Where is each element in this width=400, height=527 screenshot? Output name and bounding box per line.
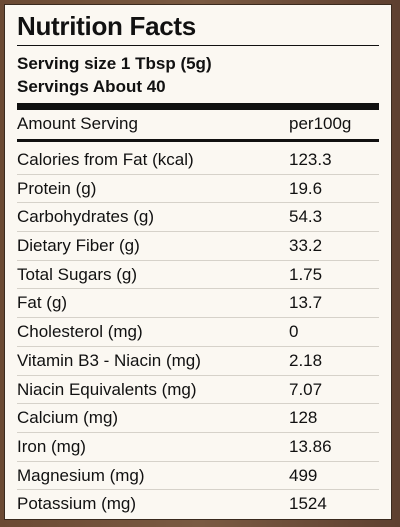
nutrient-name: Iron (mg)	[17, 436, 86, 456]
nutrient-row: Dietary Fiber (g) 33.2	[17, 232, 379, 261]
nutrient-list: Calories from Fat (kcal) 123.3 Protein (g…	[17, 146, 379, 518]
nutrient-value: 1524	[289, 494, 327, 514]
nutrient-name: Carbohydrates (g)	[17, 207, 155, 227]
nutrient-value: 13.7	[289, 293, 323, 313]
nutrient-row: Magnesium (mg) 499	[17, 462, 379, 491]
table-header: Amount Serving per100g	[17, 112, 379, 138]
nutrient-value: 7.07	[289, 379, 323, 399]
nutrient-value: 2.18	[289, 350, 323, 370]
nutrient-row: Calcium (mg) 128	[17, 404, 379, 433]
nutrient-name: Calories from Fat (kcal)	[17, 150, 194, 169]
nutrient-name: Total Sugars (g)	[17, 264, 137, 284]
nutrient-value: 33.2	[289, 236, 323, 256]
nutrient-row: Carbohydrates (g) 54.3	[17, 203, 379, 233]
nutrient-row: Potassium (mg) 1524	[17, 490, 379, 518]
serving-size: Serving size 1 Tbsp (5g)	[17, 54, 212, 73]
nutrient-name: Magnesium (mg)	[17, 465, 145, 485]
nutrient-name: Protein (g)	[17, 178, 97, 198]
serving-divider	[17, 103, 379, 110]
nutrient-row: Vitamin B3 - Niacin (mg) 2.18	[17, 347, 379, 376]
nutrient-name: Cholesterol (mg)	[17, 322, 143, 342]
nutrient-name: Calcium (mg)	[17, 408, 119, 428]
nutrient-value: 0	[289, 322, 299, 342]
nutrient-row: Iron (mg) 13.86	[17, 433, 379, 462]
header-per-100g: per100g	[289, 114, 352, 133]
nutrient-value: 128	[289, 408, 318, 428]
nutrient-value: 123.3	[289, 150, 332, 169]
header-amount-serving: Amount Serving	[17, 114, 138, 133]
nutrient-value: 19.6	[289, 178, 323, 198]
nutrient-name: Potassium (mg)	[17, 494, 137, 514]
nutrient-row: Niacin Equivalents (mg) 7.07	[17, 376, 379, 405]
nutrient-row: Total Sugars (g) 1.75	[17, 261, 379, 290]
nutrient-value: 54.3	[289, 207, 323, 227]
nutrient-name: Vitamin B3 - Niacin (mg)	[17, 350, 201, 370]
nutrient-value: 1.75	[289, 264, 323, 284]
nutrient-value: 13.86	[289, 436, 332, 456]
nutrient-row: Protein (g) 19.6	[17, 175, 379, 204]
nutrition-facts-label: Nutrition Facts Serving size 1 Tbsp (5g)…	[4, 4, 392, 520]
header-divider	[17, 139, 379, 142]
nutrient-row: Cholesterol (mg) 0	[17, 318, 379, 347]
servings-per-container: Servings About 40	[17, 77, 166, 96]
nutrient-row: Calories from Fat (kcal) 123.3	[17, 146, 379, 175]
nutrient-name: Dietary Fiber (g)	[17, 236, 140, 256]
nutrient-name: Niacin Equivalents (mg)	[17, 379, 197, 399]
label-title: Nutrition Facts	[17, 11, 196, 41]
title-divider	[17, 45, 379, 46]
nutrient-row: Fat (g) 13.7	[17, 289, 379, 319]
nutrient-value: 499	[289, 465, 318, 485]
nutrient-name: Fat (g)	[17, 293, 68, 313]
